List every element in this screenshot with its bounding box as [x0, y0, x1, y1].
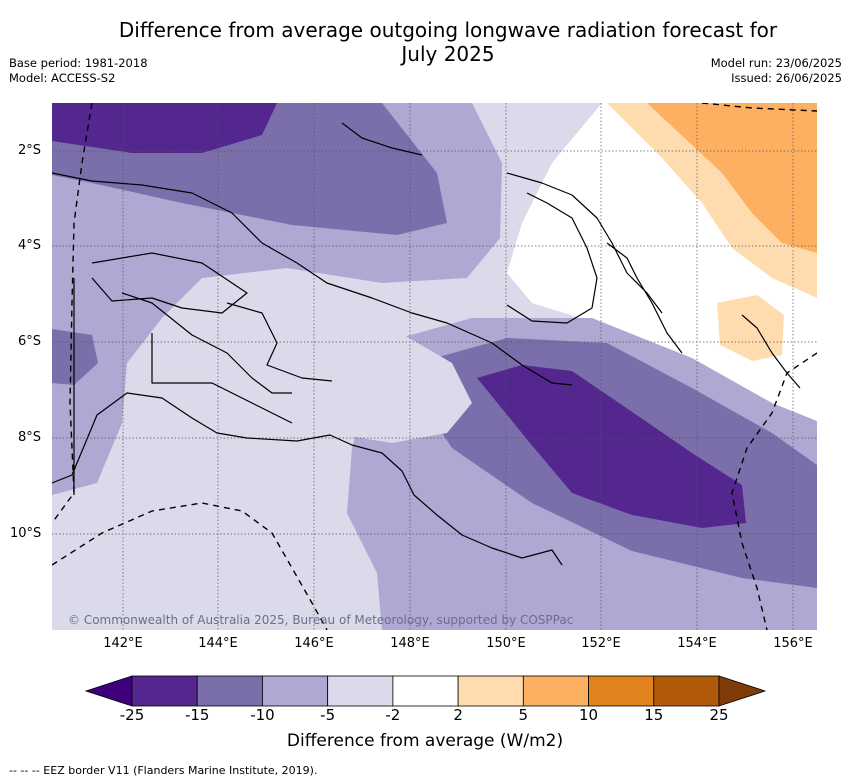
colorbar-segment	[196, 675, 263, 707]
colorbar-segment	[327, 675, 394, 707]
title-line-2: July 2025	[401, 42, 495, 66]
colorbar-segment	[457, 675, 524, 707]
lon-label-144e: 144°E	[198, 636, 238, 651]
lon-label-154e: 154°E	[677, 636, 717, 651]
lat-label-8s: 8°S	[18, 430, 42, 445]
colorbar-tick-label: 25	[709, 706, 729, 724]
lon-label-156e: 156°E	[773, 636, 813, 651]
colorbar-segment	[131, 675, 198, 707]
colorbar-over-arrow	[718, 675, 767, 707]
colorbar-tick-label: -10	[250, 706, 275, 724]
lat-label-10s: 10°S	[10, 526, 42, 541]
colorbar-segment	[588, 675, 655, 707]
colorbar-tick-label: 2	[453, 706, 463, 724]
issued-date: Issued: 26/06/2025	[731, 71, 842, 85]
anomaly-zone-minus25-north	[52, 103, 277, 153]
colorbar-tick-label: -15	[184, 706, 210, 724]
copyright-credit: © Commonwealth of Australia 2025, Bureau…	[68, 613, 574, 627]
lon-label-148e: 148°E	[390, 636, 430, 651]
model-run: Model run: 23/06/2025	[710, 56, 842, 70]
eez-border-east	[731, 352, 817, 630]
colorbar-tick-label: -2	[385, 706, 401, 724]
lon-label-150e: 150°E	[486, 636, 526, 651]
colorbar-segment	[262, 675, 329, 707]
colorbar-tick-label: 10	[579, 706, 599, 724]
province-border-1	[91, 252, 248, 314]
lon-label-152e: 152°E	[581, 636, 621, 651]
colorbar-segment	[392, 675, 459, 707]
eez-border-west	[52, 103, 93, 524]
anomaly-zone-minus5-highlands	[182, 293, 472, 443]
colorbar-label: Difference from average (W/m2)	[286, 731, 564, 751]
new-ireland	[606, 242, 683, 354]
model-info: Base period: 1981-2018 Model: ACCESS-S2	[9, 56, 148, 86]
bougainville	[741, 314, 801, 389]
colorbar-segment	[522, 675, 589, 707]
colorbar	[84, 675, 767, 707]
model-name: Model: ACCESS-S2	[9, 71, 116, 85]
province-border-4	[226, 302, 333, 382]
positive-zone-5to10	[647, 103, 817, 253]
base-period: Base period: 1981-2018	[9, 56, 148, 70]
eez-border-south	[52, 502, 328, 630]
eez-legend-note: -- -- -- EEZ border V11 (Flanders Marine…	[9, 764, 318, 777]
eez-borders	[52, 103, 817, 630]
lat-label-6s: 6°S	[18, 334, 42, 349]
eez-border-north	[701, 103, 817, 112]
map-canvas	[52, 103, 817, 630]
title-line-1: Difference from average outgoing longwav…	[118, 18, 778, 42]
province-border-3	[151, 333, 293, 424]
lon-label-146e: 146°E	[294, 636, 334, 651]
manus-island	[341, 122, 423, 156]
lat-label-4s: 4°S	[18, 238, 42, 253]
colorbar-under-arrow	[84, 675, 133, 707]
colorbar-tick-label: -5	[320, 706, 336, 724]
olr-anomaly-map: © Commonwealth of Australia 2025, Bureau…	[52, 103, 817, 630]
new-guinea-south-coast	[52, 392, 563, 566]
colorbar-tick-label: 5	[518, 706, 529, 724]
graticule	[52, 103, 817, 630]
lat-label-2s: 2°S	[18, 143, 42, 158]
colorbar-tick-label: 15	[644, 706, 664, 724]
province-border-2	[121, 292, 292, 394]
map-title: Difference from average outgoing longwav…	[0, 18, 850, 66]
colorbar-segment	[653, 675, 720, 707]
coastlines	[52, 122, 801, 566]
new-britain-south	[506, 192, 598, 324]
new-guinea-north-coast	[52, 172, 573, 386]
run-info: Model run: 23/06/2025 Issued: 26/06/2025	[711, 56, 842, 86]
anomaly-zone-minus25-core	[477, 365, 746, 528]
colorbar-tick-label: -25	[119, 706, 145, 724]
anomaly-zone-minus15-west	[52, 329, 98, 385]
lon-label-142e: 142°E	[103, 636, 143, 651]
